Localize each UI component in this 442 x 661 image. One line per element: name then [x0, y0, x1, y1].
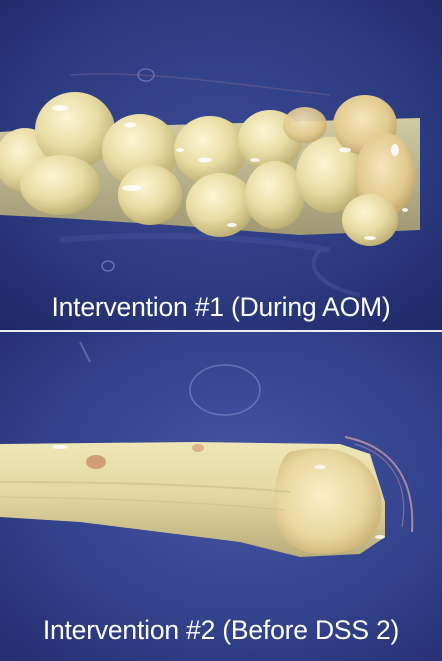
photo-colon-smooth	[0, 332, 442, 661]
photo-colon-with-tumors	[0, 0, 442, 330]
panel-intervention-1: Intervention #1 (During AOM)	[0, 0, 442, 330]
panel-divider	[0, 330, 442, 332]
panel-intervention-2: Intervention #2 (Before DSS 2)	[0, 332, 442, 661]
caption-intervention-1: Intervention #1 (During AOM)	[51, 292, 391, 322]
caption-intervention-2: Intervention #2 (Before DSS 2)	[42, 615, 400, 645]
